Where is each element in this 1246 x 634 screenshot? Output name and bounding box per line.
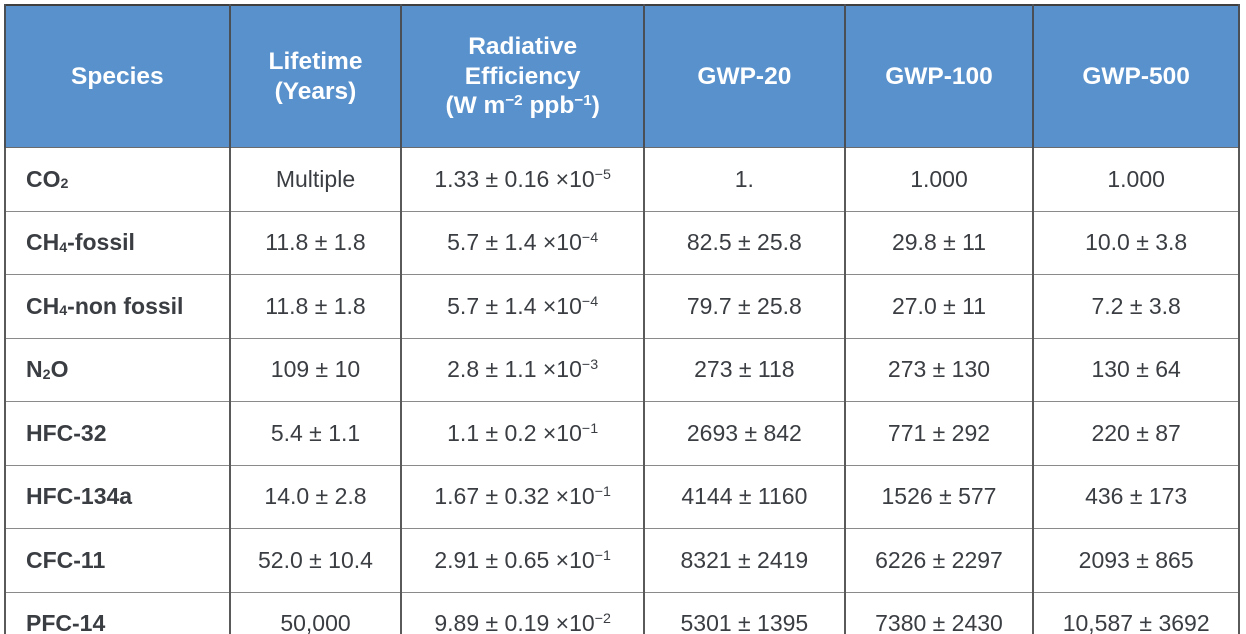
- cell-species: HFC-134a: [4, 464, 231, 529]
- cell-lifetime: 5.4 ± 1.1: [228, 401, 403, 466]
- cell-species: CH4-fossil: [4, 210, 231, 275]
- col-header-species: Species: [4, 5, 231, 148]
- cell-gwp500: 10,587 ± 3692: [1032, 591, 1240, 634]
- table-row: N2O 109 ± 10 2.8 ± 1.1 ×10−3 273 ± 118 273 ±…: [4, 337, 1240, 402]
- table-body: CO2 Multiple 1.33 ± 0.16 ×10−5 1. 1.000 1.000…: [4, 147, 1240, 634]
- table-row: CH4-non fossil 11.8 ± 1.8 5.7 ± 1.4 ×10−4 7…: [4, 274, 1240, 339]
- cell-species: HFC-32: [4, 401, 231, 466]
- table-row: CO2 Multiple 1.33 ± 0.16 ×10−5 1. 1.000 1.000: [4, 147, 1240, 212]
- cell-gwp100: 273 ± 130: [843, 337, 1035, 402]
- cell-gwp100: 7380 ± 2430: [843, 591, 1035, 634]
- greenhouse-gas-gwp-table: Species Lifetime (Years) Radiative Efficienc…: [4, 4, 1240, 634]
- table-row: PFC-14 50,000 9.89 ± 0.19 ×10−2 5301 ± 1395…: [4, 591, 1240, 634]
- col-header-rad-eff: Radiative Efficiency (W m−2 ppb−1): [400, 5, 646, 148]
- cell-rad-eff: 5.7 ± 1.4 ×10−4: [400, 210, 646, 275]
- cell-gwp100: 6226 ± 2297: [843, 528, 1035, 593]
- cell-gwp20: 273 ± 118: [643, 337, 846, 402]
- cell-gwp500: 1.000: [1032, 147, 1240, 212]
- cell-gwp20: 82.5 ± 25.8: [643, 210, 846, 275]
- cell-gwp100: 29.8 ± 11: [843, 210, 1035, 275]
- cell-gwp500: 130 ± 64: [1032, 337, 1240, 402]
- cell-rad-eff: 9.89 ± 0.19 ×10−2: [400, 591, 646, 634]
- cell-gwp500: 2093 ± 865: [1032, 528, 1240, 593]
- cell-gwp20: 79.7 ± 25.8: [643, 274, 846, 339]
- cell-gwp100: 1526 ± 577: [843, 464, 1035, 529]
- table-header: Species Lifetime (Years) Radiative Efficienc…: [4, 5, 1240, 148]
- cell-gwp100: 27.0 ± 11: [843, 274, 1035, 339]
- cell-gwp20: 5301 ± 1395: [643, 591, 846, 634]
- table-row: CH4-fossil 11.8 ± 1.8 5.7 ± 1.4 ×10−4 82.5 …: [4, 210, 1240, 275]
- cell-gwp500: 220 ± 87: [1032, 401, 1240, 466]
- cell-rad-eff: 1.1 ± 0.2 ×10−1: [400, 401, 646, 466]
- cell-species: CO2: [4, 147, 231, 212]
- cell-gwp100: 1.000: [843, 147, 1035, 212]
- table-row: HFC-134a 14.0 ± 2.8 1.67 ± 0.32 ×10−1 4144 …: [4, 464, 1240, 529]
- cell-rad-eff: 2.8 ± 1.1 ×10−3: [400, 337, 646, 402]
- cell-species: PFC-14: [4, 591, 231, 634]
- cell-rad-eff: 1.67 ± 0.32 ×10−1: [400, 464, 646, 529]
- col-header-gwp-20: GWP-20: [643, 5, 846, 148]
- col-header-lifetime: Lifetime (Years): [228, 5, 403, 148]
- header-row: Species Lifetime (Years) Radiative Efficienc…: [4, 5, 1240, 148]
- cell-gwp20: 4144 ± 1160: [643, 464, 846, 529]
- cell-lifetime: 50,000: [228, 591, 403, 634]
- cell-rad-eff: 5.7 ± 1.4 ×10−4: [400, 274, 646, 339]
- table-row: CFC-11 52.0 ± 10.4 2.91 ± 0.65 ×10−1 8321 ±…: [4, 528, 1240, 593]
- cell-rad-eff: 2.91 ± 0.65 ×10−1: [400, 528, 646, 593]
- col-header-gwp-100: GWP-100: [843, 5, 1035, 148]
- cell-species: CH4-non fossil: [4, 274, 231, 339]
- cell-gwp500: 7.2 ± 3.8: [1032, 274, 1240, 339]
- cell-species: N2O: [4, 337, 231, 402]
- cell-lifetime: 11.8 ± 1.8: [228, 274, 403, 339]
- cell-rad-eff: 1.33 ± 0.16 ×10−5: [400, 147, 646, 212]
- table-row: HFC-32 5.4 ± 1.1 1.1 ± 0.2 ×10−1 2693 ± 842…: [4, 401, 1240, 466]
- cell-gwp500: 10.0 ± 3.8: [1032, 210, 1240, 275]
- cell-lifetime: 11.8 ± 1.8: [228, 210, 403, 275]
- cell-species: CFC-11: [4, 528, 231, 593]
- cell-gwp20: 1.: [643, 147, 846, 212]
- cell-lifetime: 109 ± 10: [228, 337, 403, 402]
- cell-gwp100: 771 ± 292: [843, 401, 1035, 466]
- cell-lifetime: Multiple: [228, 147, 403, 212]
- cell-lifetime: 52.0 ± 10.4: [228, 528, 403, 593]
- cell-gwp20: 2693 ± 842: [643, 401, 846, 466]
- cell-gwp500: 436 ± 173: [1032, 464, 1240, 529]
- cell-gwp20: 8321 ± 2419: [643, 528, 846, 593]
- cell-lifetime: 14.0 ± 2.8: [228, 464, 403, 529]
- col-header-gwp-500: GWP-500: [1032, 5, 1240, 148]
